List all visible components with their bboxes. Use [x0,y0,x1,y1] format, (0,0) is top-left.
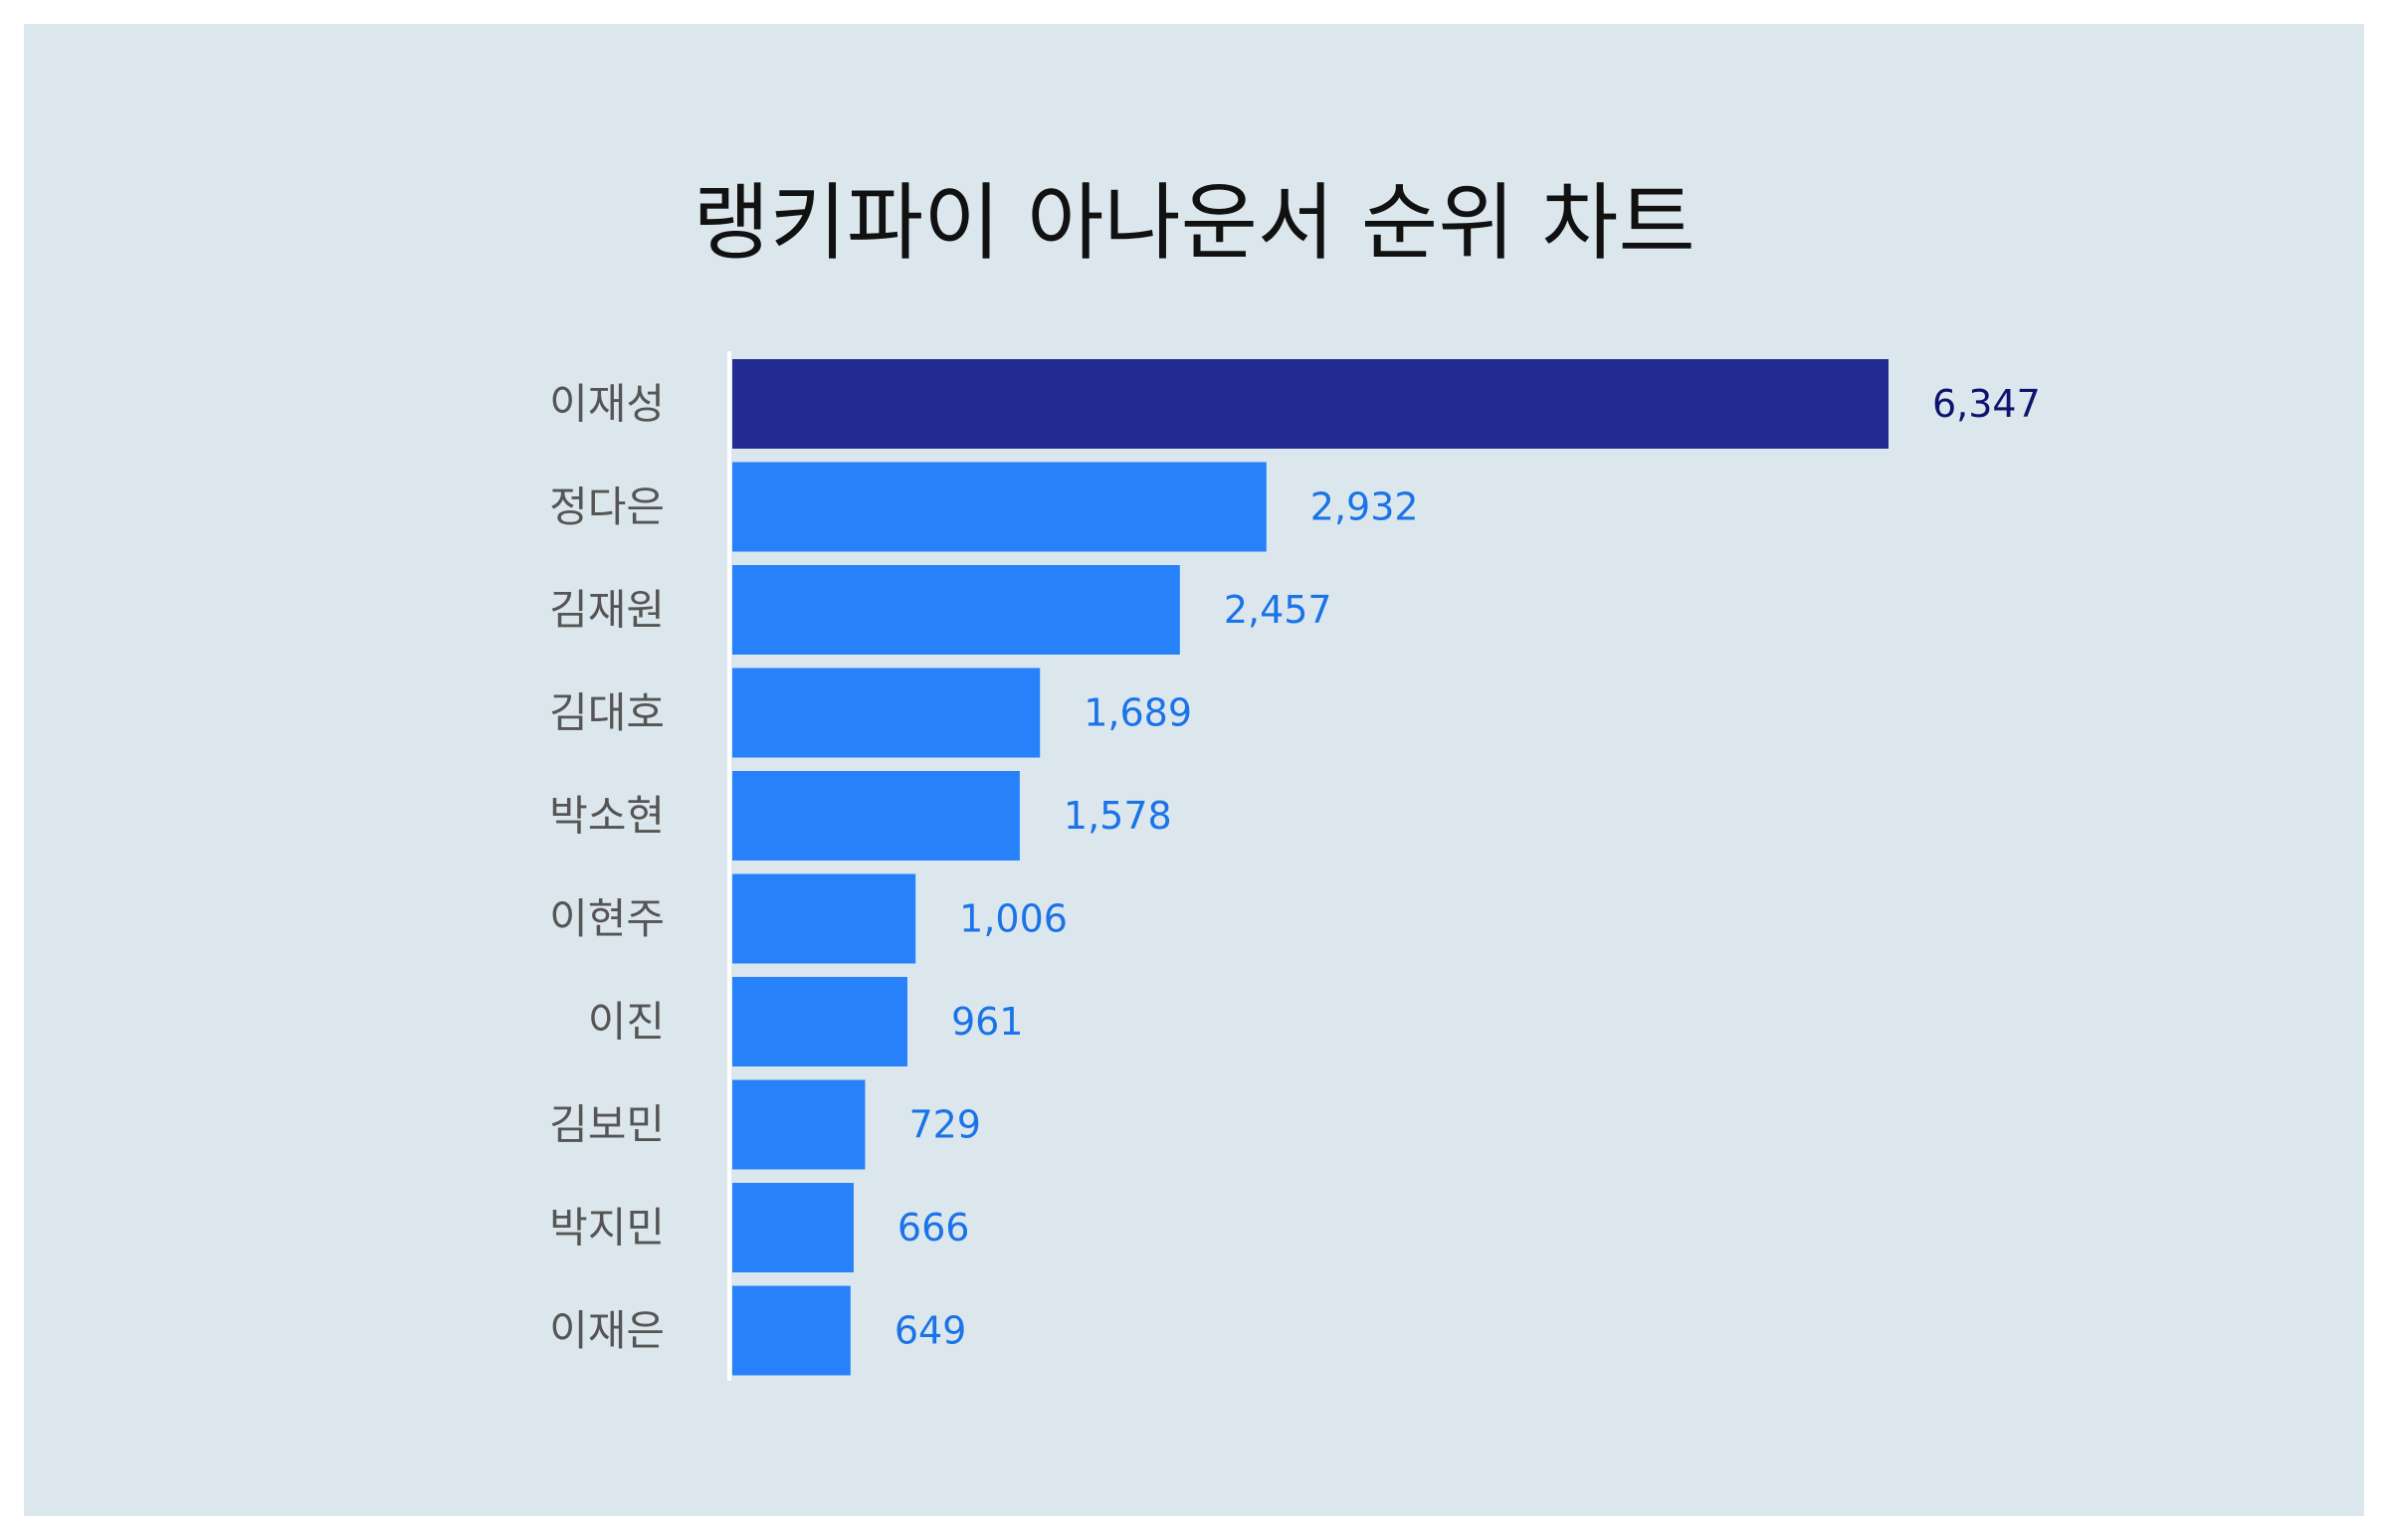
value-label-10: 649 [895,1309,967,1353]
bar-6 [732,873,916,964]
bar-5 [732,771,1020,861]
chart-title: 랭키파이 아나운서 순위 차트 [693,174,1695,272]
value-label-4: 1,689 [1084,691,1192,735]
bar-8 [732,1079,866,1170]
bar-1 [732,359,1889,449]
value-label-9: 666 [897,1206,970,1250]
value-label-7: 961 [951,1000,1024,1044]
bar-10 [732,1285,851,1376]
value-label-5: 1,578 [1064,794,1172,838]
category-label-9: 박지민 [549,1204,665,1252]
bar-3 [732,565,1180,655]
value-label-8: 729 [908,1103,981,1147]
chart-panel: 랭키파이 아나운서 순위 차트 [24,24,2364,1516]
category-label-5: 박소현 [549,792,665,841]
category-label-2: 정다은 [549,482,665,531]
value-label-2: 2,932 [1310,485,1419,529]
category-label-1: 이재성 [549,380,665,429]
value-label-6: 1,006 [959,897,1068,941]
category-label-7: 이진 [588,998,665,1047]
bar-4 [732,668,1041,758]
value-label-3: 2,457 [1224,588,1332,632]
category-label-6: 이현주 [549,894,665,943]
value-label-1: 6,347 [1932,382,2041,426]
bar-7 [732,977,907,1066]
bar-9 [732,1183,854,1272]
bar-2 [732,462,1267,552]
category-label-3: 김재원 [549,586,665,635]
category-label-4: 김대호 [549,688,665,737]
category-label-10: 이재은 [549,1306,665,1355]
category-label-8: 김보민 [549,1100,665,1149]
